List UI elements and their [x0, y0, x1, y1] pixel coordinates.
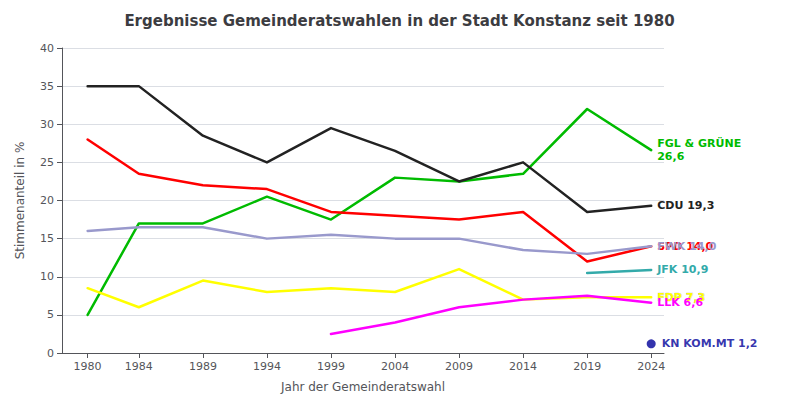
svg-text:15: 15 — [40, 232, 54, 245]
svg-text:JFK 10,9: JFK 10,9 — [656, 263, 708, 276]
svg-text:40: 40 — [40, 42, 54, 55]
svg-text:Stimmenanteil in %: Stimmenanteil in % — [13, 142, 27, 260]
svg-text:2004: 2004 — [381, 360, 409, 373]
svg-text:20: 20 — [40, 194, 54, 207]
svg-text:30: 30 — [40, 118, 54, 131]
svg-text:1989: 1989 — [189, 360, 217, 373]
svg-text:2014: 2014 — [509, 360, 537, 373]
svg-text:FWK 14,0: FWK 14,0 — [657, 240, 716, 253]
svg-text:25: 25 — [40, 156, 54, 169]
svg-text:35: 35 — [40, 80, 54, 93]
svg-text:1994: 1994 — [253, 360, 281, 373]
svg-text:26,6: 26,6 — [657, 150, 684, 163]
svg-text:FGL & GRÜNE: FGL & GRÜNE — [657, 136, 741, 150]
svg-text:Jahr der Gemeinderatswahl: Jahr der Gemeinderatswahl — [280, 380, 445, 394]
svg-text:CDU 19,3: CDU 19,3 — [657, 199, 714, 212]
svg-text:2009: 2009 — [445, 360, 473, 373]
svg-text:0: 0 — [47, 347, 54, 360]
svg-text:2019: 2019 — [573, 360, 601, 373]
svg-text:2024: 2024 — [637, 360, 665, 373]
svg-text:1980: 1980 — [74, 360, 102, 373]
svg-text:1999: 1999 — [317, 360, 345, 373]
svg-text:5: 5 — [47, 308, 54, 321]
svg-text:KN KOM.MT 1,2: KN KOM.MT 1,2 — [662, 337, 758, 350]
svg-text:1984: 1984 — [125, 360, 153, 373]
svg-text:10: 10 — [40, 270, 54, 283]
svg-text:Ergebnisse Gemeinderatswahlen: Ergebnisse Gemeinderatswahlen in der Sta… — [124, 12, 674, 30]
svg-text:LLK 6,6: LLK 6,6 — [657, 296, 703, 309]
